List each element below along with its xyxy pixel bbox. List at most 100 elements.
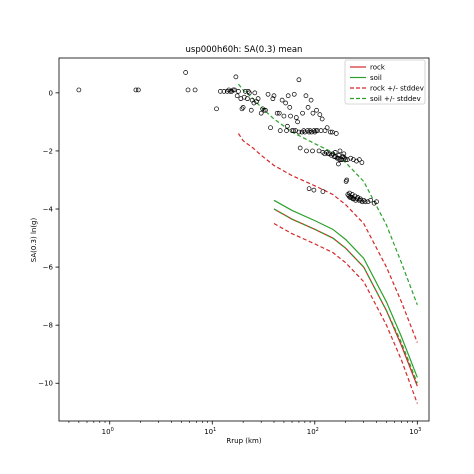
data-point <box>362 199 368 205</box>
data-point <box>337 148 343 154</box>
data-point <box>354 158 359 164</box>
y-tick-label: −8 <box>43 322 53 330</box>
data-point <box>339 157 345 162</box>
data-point <box>276 110 282 116</box>
data-point <box>293 115 299 120</box>
data-point <box>281 113 287 119</box>
data-point <box>319 116 325 122</box>
data-point <box>343 157 348 162</box>
data-point <box>76 87 82 93</box>
series-line <box>237 83 418 306</box>
data-point <box>352 193 358 199</box>
data-point <box>305 128 310 133</box>
data-point <box>316 148 322 154</box>
x-tick-label: 100 <box>102 427 114 436</box>
data-point <box>332 150 338 155</box>
data-point <box>270 96 276 102</box>
data-point <box>347 190 352 196</box>
y-tick-label: −2 <box>43 147 53 155</box>
data-point <box>229 89 235 94</box>
x-tick-label: 102 <box>307 427 319 436</box>
data-point <box>240 105 246 110</box>
data-point <box>246 89 251 94</box>
data-point <box>296 77 302 83</box>
data-point <box>309 129 314 135</box>
data-point <box>214 106 219 112</box>
data-point <box>183 70 188 75</box>
y-tick-label: −10 <box>38 380 53 388</box>
data-point <box>284 128 289 133</box>
data-point <box>371 200 377 206</box>
data-point <box>185 87 191 93</box>
data-point <box>279 97 285 103</box>
data-point <box>328 129 333 135</box>
data-point <box>263 107 268 113</box>
data-point <box>277 128 283 133</box>
data-point <box>355 195 361 200</box>
plot-frame <box>58 57 430 422</box>
x-tick-label: 103 <box>409 427 421 436</box>
data-point <box>357 196 363 202</box>
data-point <box>308 97 314 103</box>
data-point <box>320 189 326 194</box>
data-point <box>305 105 311 110</box>
data-point <box>274 110 280 116</box>
legend: rock soil rock +/- stddev soil +/- stddev <box>344 59 426 105</box>
data-point <box>271 93 277 99</box>
y-axis-label: SA(0.3) ln(g) <box>30 217 38 262</box>
data-point <box>230 87 236 93</box>
data-point <box>365 199 371 205</box>
series-line <box>273 199 418 378</box>
legend-frame <box>344 59 426 105</box>
data-point <box>252 90 258 96</box>
data-point <box>289 128 295 133</box>
data-point <box>291 91 297 97</box>
data-point <box>218 89 223 94</box>
data-point <box>285 93 291 99</box>
data-point <box>297 145 303 151</box>
data-point <box>233 74 239 80</box>
data-point <box>315 128 320 133</box>
data-point <box>192 87 198 93</box>
data-point <box>295 119 300 125</box>
data-point <box>327 151 333 157</box>
y-tick-label: −4 <box>43 206 54 214</box>
series-line <box>273 223 418 404</box>
legend-label: soil +/- stddev <box>370 95 421 103</box>
data-point <box>287 105 293 110</box>
data-point <box>311 187 317 193</box>
data-point <box>288 113 293 119</box>
data-point <box>348 155 354 161</box>
data-point <box>340 154 345 160</box>
data-point <box>331 154 337 160</box>
data-point <box>303 93 309 99</box>
data-point <box>374 199 379 205</box>
data-point <box>310 110 316 116</box>
chart-title: usp000h60h: SA(0.3) mean <box>186 45 303 55</box>
data-point <box>242 89 248 94</box>
data-point <box>349 192 355 197</box>
data-point <box>329 129 335 135</box>
data-point <box>341 151 347 157</box>
data-point <box>304 148 309 154</box>
data-point <box>300 110 305 116</box>
data-point <box>239 106 245 112</box>
x-tick-label: 101 <box>204 427 216 436</box>
data-point <box>359 160 365 165</box>
data-point <box>258 110 264 116</box>
data-point <box>232 87 237 93</box>
data-point <box>357 157 362 162</box>
y-tick-label: 0 <box>49 89 53 97</box>
legend-label: soil <box>370 74 382 82</box>
data-point <box>234 93 240 99</box>
data-point <box>260 106 265 112</box>
x-axis-label: Rrup (km) <box>226 437 261 445</box>
data-point <box>261 107 267 113</box>
data-point <box>314 107 319 113</box>
data-point <box>283 100 289 106</box>
legend-label: rock <box>370 64 386 72</box>
data-point <box>268 125 273 131</box>
data-point <box>313 128 319 133</box>
data-point <box>337 157 343 162</box>
data-point <box>221 89 227 94</box>
